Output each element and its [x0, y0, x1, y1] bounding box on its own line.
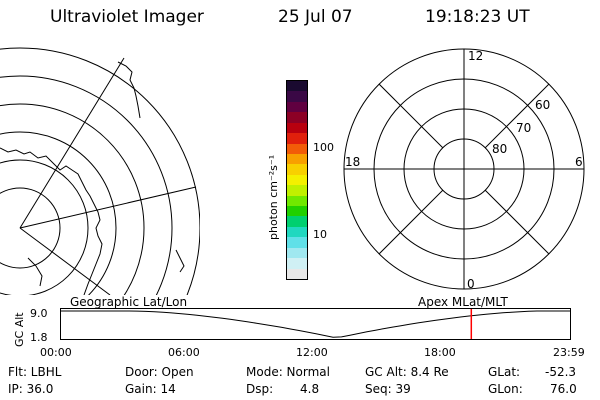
time-tick-0600: 06:00 [168, 346, 200, 359]
colorbar-segment [287, 195, 307, 207]
clock-label-12: 12 [468, 49, 483, 63]
map-lat-circle [0, 47, 200, 295]
time-tick-1200: 12:00 [296, 346, 328, 359]
y-tick-9: 9.0 [30, 307, 48, 320]
colorbar-segment [287, 122, 307, 134]
polar-diagonal [484, 83, 550, 149]
map-lat-circle [0, 131, 117, 295]
polar-diagonal [378, 83, 444, 149]
glat-value: -52.3 [545, 365, 577, 379]
dsp-label: Dsp: [246, 382, 274, 396]
gain-status: Gain: 14 [125, 382, 176, 396]
polar-diagonal [484, 189, 550, 255]
colorbar-tick-10: 10 [313, 228, 327, 241]
lat-label-60: 60 [535, 98, 550, 112]
map-meridian [19, 186, 197, 229]
time-tick-2359: 23:59 [553, 346, 585, 359]
geographic-map [0, 47, 200, 295]
time-label: 19:18:23 UT [425, 7, 530, 27]
colorbar-segment [287, 133, 307, 144]
colorbar-segment [287, 174, 307, 186]
gc-alt-label-text: GC Alt [13, 312, 26, 347]
seq-status: Seq: 39 [365, 382, 411, 396]
glat-label: GLat: [488, 365, 521, 379]
colorbar-segment [287, 143, 307, 155]
time-tick-1800: 18:00 [424, 346, 456, 359]
colorbar-segment [287, 206, 307, 217]
app-title: Ultraviolet Imager [50, 7, 204, 27]
glon-label: GLon: [488, 382, 523, 396]
colorbar-segment [287, 216, 307, 228]
altitude-plot [60, 308, 571, 340]
polar-diagonal [378, 189, 444, 255]
colorbar-segment [287, 185, 307, 197]
colorbar-segment [287, 101, 307, 113]
apex-title: Apex MLat/MLT [418, 295, 508, 309]
clock-label-6: 6 [575, 155, 583, 169]
colorbar-segment [287, 112, 307, 124]
y-tick-1.8: 1.8 [30, 331, 48, 344]
filter-status: Flt: LBHL [8, 365, 62, 379]
colorbar-unit-text: photon cm⁻²s⁻¹ [267, 155, 280, 240]
colorbar [286, 80, 308, 280]
gc-alt-status: GC Alt: 8.4 Re [365, 365, 449, 379]
colorbar-segment [287, 268, 307, 280]
lat-label-80: 80 [492, 142, 507, 156]
gc-alt-axis-label: GC Alt [13, 312, 26, 347]
colorbar-tick-100: 100 [313, 141, 334, 154]
colorbar-unit-label: photon cm⁻²s⁻¹ [267, 155, 280, 240]
colorbar-segment [287, 91, 307, 103]
map-lat-circle [0, 159, 89, 295]
date-label: 25 Jul 07 [278, 7, 353, 27]
map-meridian [19, 227, 111, 295]
altitude-curve [61, 310, 571, 338]
ip-status: IP: 36.0 [8, 382, 54, 396]
colorbar-segment [287, 258, 307, 270]
map-meridian [19, 57, 125, 229]
map-lat-circle [0, 75, 173, 295]
altitude-plot-frame [60, 308, 571, 340]
time-tick-0000: 00:00 [40, 346, 72, 359]
door-status: Door: Open [125, 365, 194, 379]
clock-label-0: 0 [467, 277, 475, 291]
colorbar-segment [287, 81, 307, 92]
geographic-title: Geographic Lat/Lon [70, 295, 188, 309]
polar-plot: 12 18 6 0 60 70 80 [343, 48, 585, 291]
coastline [0, 61, 185, 295]
map-lat-circle [0, 103, 145, 295]
colorbar-segment [287, 153, 307, 165]
map-lat-circle [0, 187, 61, 269]
colorbar-segment [287, 164, 307, 176]
dsp-value: 4.8 [300, 382, 320, 396]
colorbar-segment [287, 237, 307, 249]
clock-label-18: 18 [345, 155, 360, 169]
glon-value: 76.0 [550, 382, 577, 396]
colorbar-segment [287, 226, 307, 238]
lat-label-70: 70 [516, 121, 531, 135]
colorbar-segment [287, 247, 307, 259]
mode-status: Mode: Normal [246, 365, 330, 379]
